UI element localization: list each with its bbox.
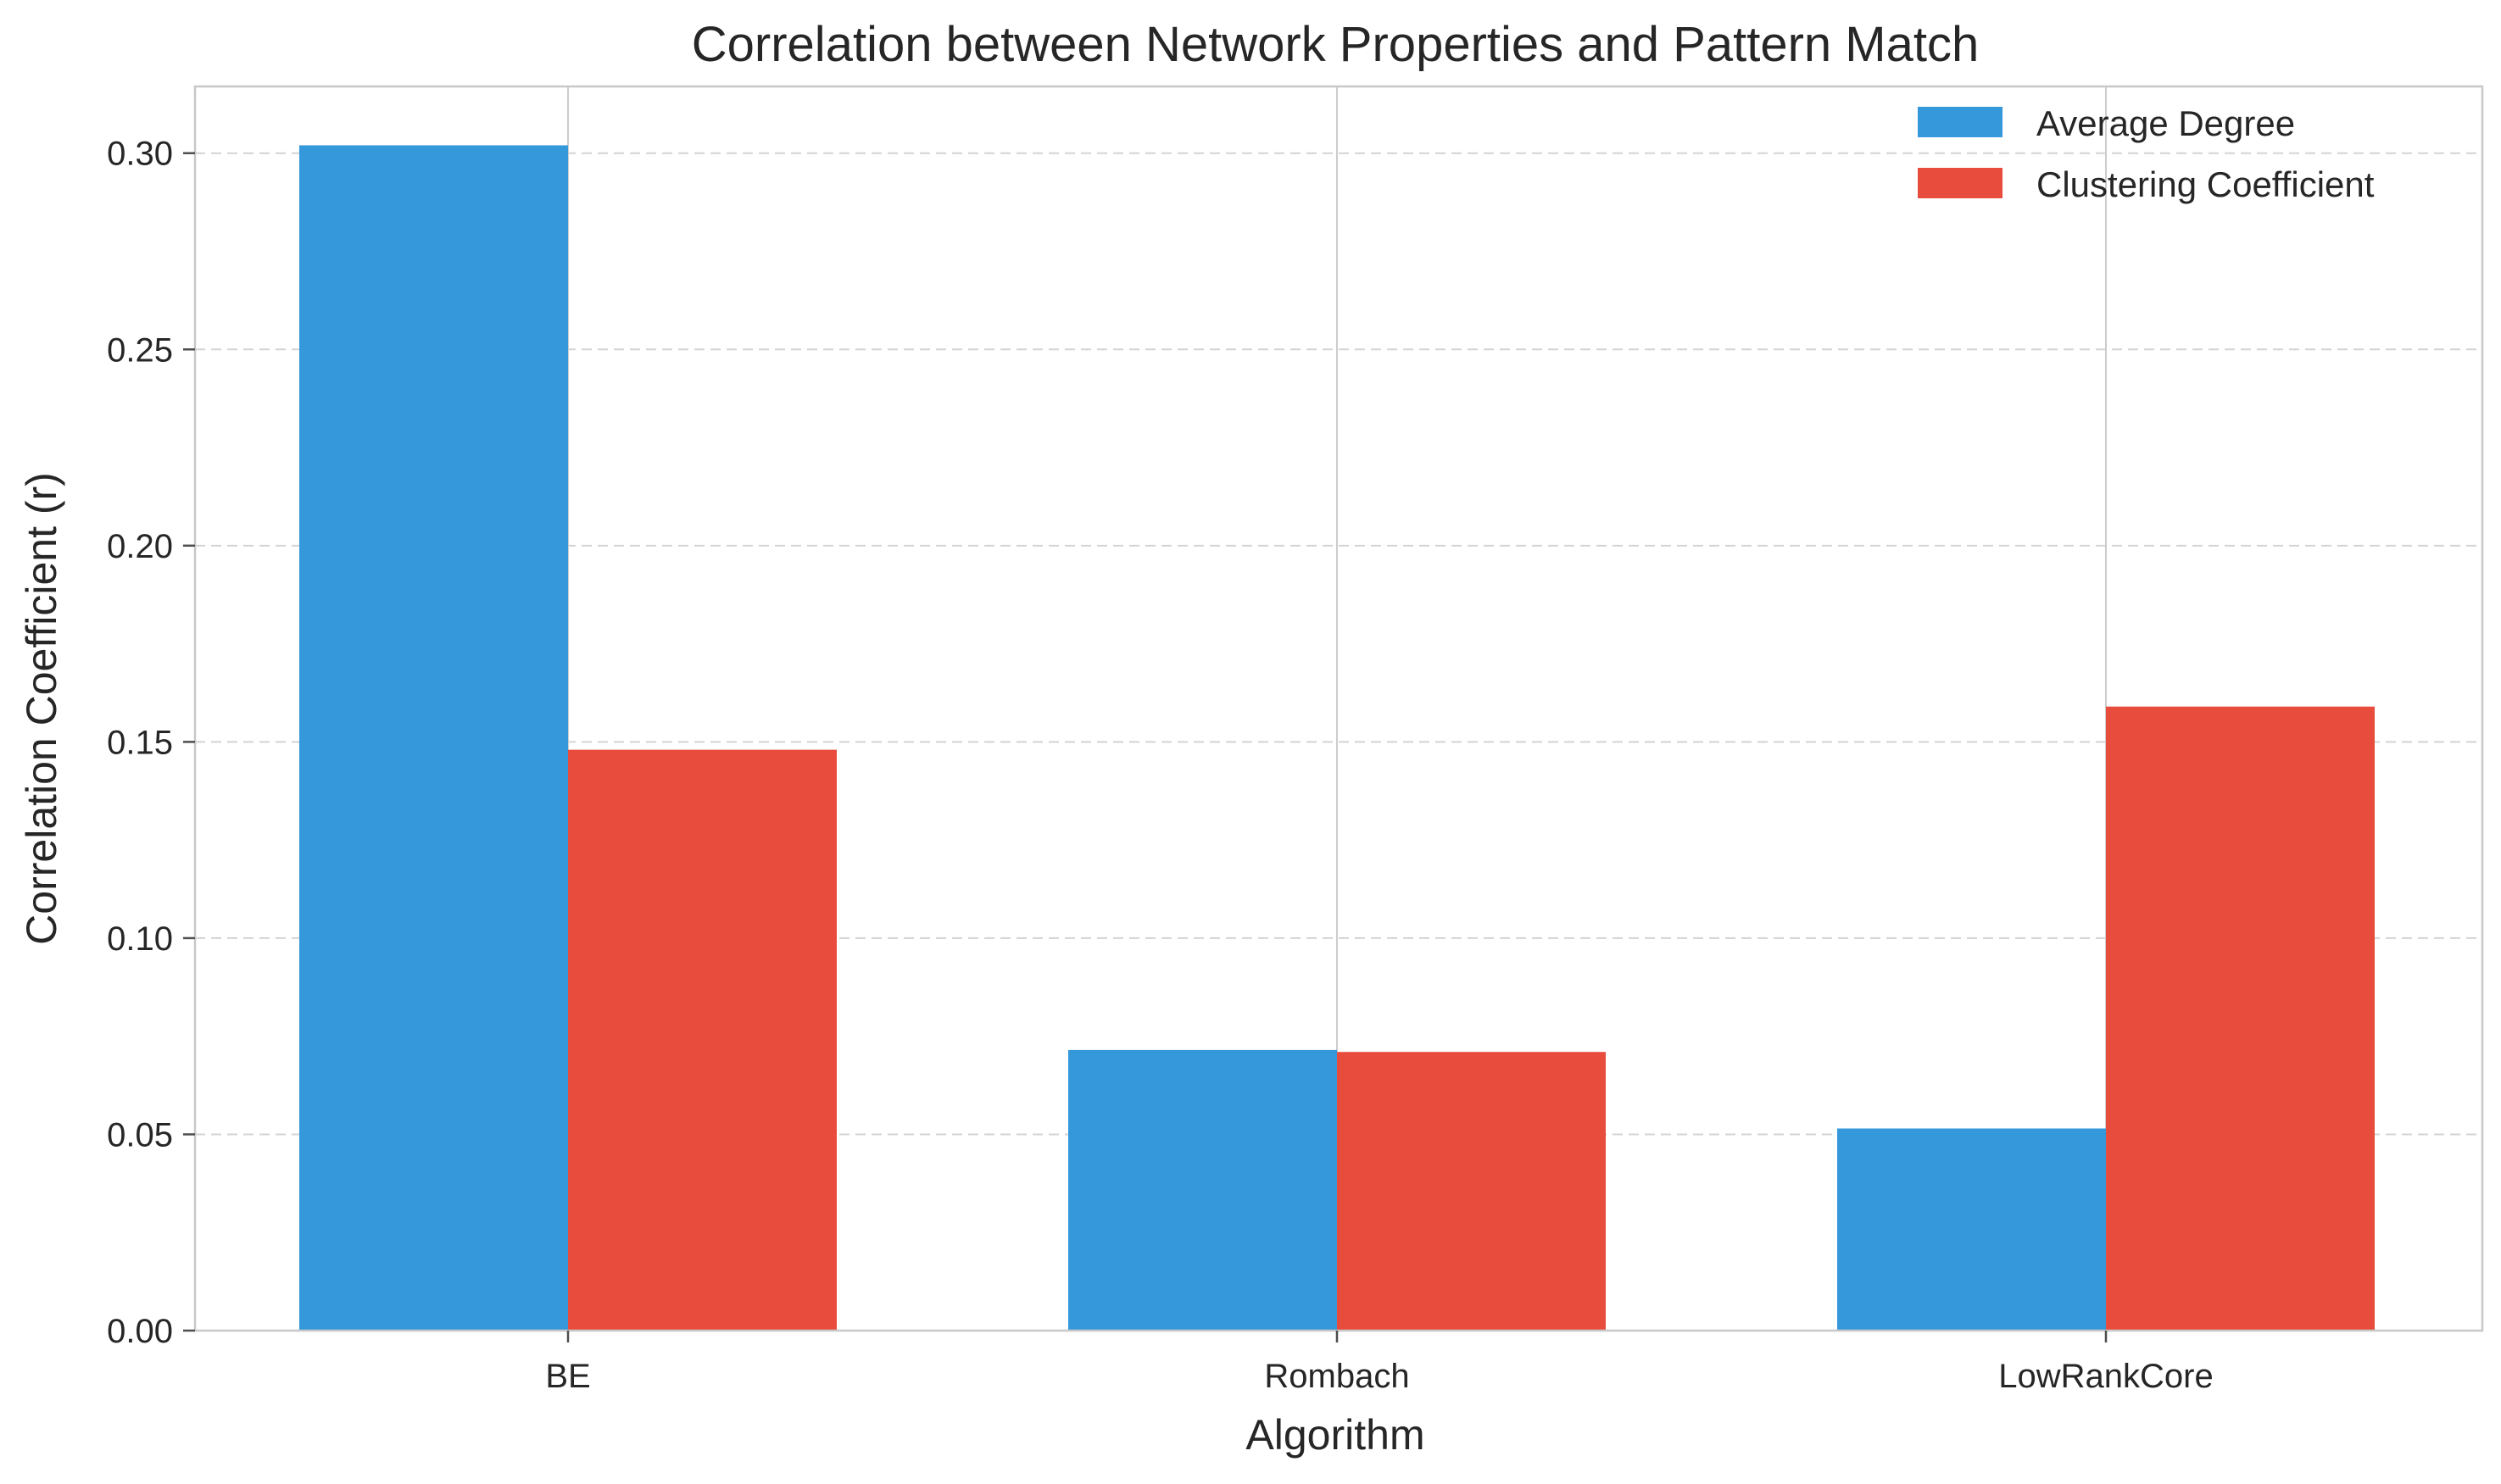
y-tick-label: 0.30 — [107, 136, 173, 173]
legend-label-average-degree: Average Degree — [2036, 103, 2295, 143]
legend-swatch-clustering-coefficient — [1918, 168, 2002, 198]
x-tick-label-lowrankcore: LowRankCore — [1998, 1358, 2213, 1395]
y-tick-label: 0.25 — [107, 331, 173, 369]
y-tick-label: 0.00 — [107, 1313, 173, 1350]
y-tick-label: 0.20 — [107, 528, 173, 565]
plot-frame — [193, 85, 2484, 1332]
bar-average-degree-be — [299, 145, 568, 1331]
y-tick-label: 0.10 — [107, 920, 173, 958]
y-axis-ticks: 0.00 0.05 0.10 0.15 0.20 0.25 0.30 — [107, 136, 195, 1350]
bar-clustering-coefficient-lowrankcore — [2106, 706, 2375, 1331]
bar-average-degree-lowrankcore — [1837, 1128, 2106, 1331]
x-tick-label-be: BE — [545, 1358, 590, 1395]
y-axis-label: Correlation Coefficient (r) — [18, 472, 65, 945]
legend-label-clustering-coefficient: Clustering Coefficient — [2036, 164, 2375, 204]
bar-clustering-coefficient-be — [568, 749, 837, 1331]
x-axis-ticks: BE Rombach LowRankCore — [545, 1331, 2214, 1395]
x-axis-label: Algorithm — [1245, 1411, 1424, 1459]
bar-average-degree-rombach — [1068, 1049, 1337, 1331]
y-tick-label: 0.05 — [107, 1116, 173, 1153]
bar-clustering-coefficient-rombach — [1337, 1052, 1606, 1331]
legend-swatch-average-degree — [1918, 107, 2002, 137]
y-tick-label: 0.15 — [107, 724, 173, 761]
x-tick-label-rombach: Rombach — [1264, 1358, 1409, 1395]
chart-title: Correlation between Network Properties a… — [692, 17, 1979, 72]
legend: Average Degree Clustering Coefficient — [1918, 103, 2375, 204]
bars — [299, 145, 2375, 1331]
